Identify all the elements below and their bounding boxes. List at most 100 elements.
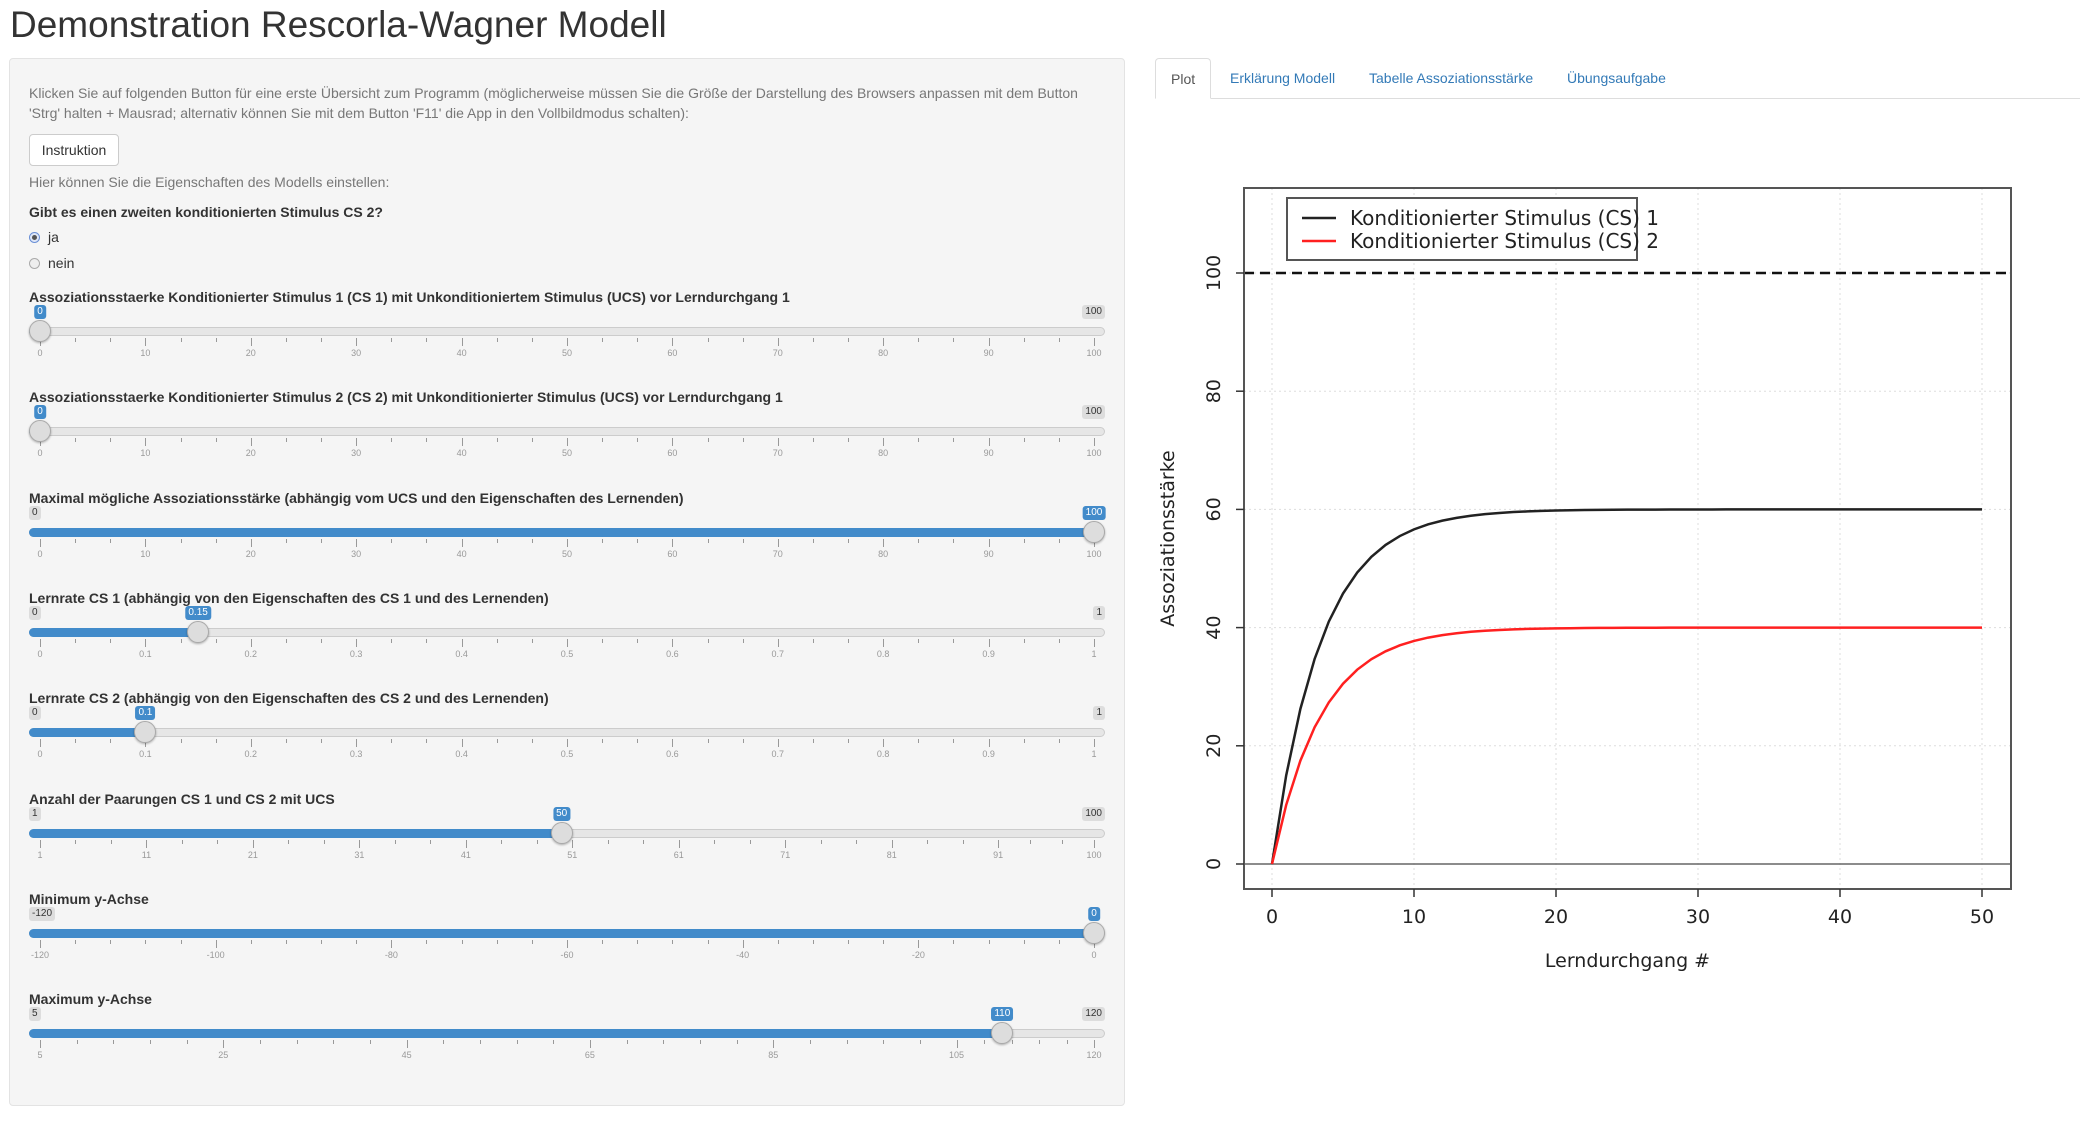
slider-min-label: -120	[29, 906, 56, 921]
slider-minor-tick	[110, 438, 112, 443]
radio-unchecked-icon[interactable]	[29, 257, 40, 269]
slider-minor-tick	[443, 1040, 445, 1045]
slider-tick-label: 0	[37, 749, 43, 760]
slider[interactable]: Anzahl der Paarungen CS 1 und CS 2 mit U…	[29, 791, 1105, 881]
slider-minor-tick	[927, 839, 929, 844]
slider-minor-tick	[75, 739, 77, 744]
slider-value-label: 0.1	[135, 706, 156, 721]
slider-tick	[40, 438, 41, 447]
slider-handle[interactable]	[991, 1022, 1014, 1045]
slider-tick	[461, 538, 463, 547]
slider-minor-tick	[321, 338, 323, 342]
slider-tick	[40, 638, 41, 647]
slider-minor-tick	[707, 939, 709, 944]
slider-tick-label: 80	[878, 348, 889, 358]
slider-minor-tick	[426, 538, 428, 543]
slider-tick	[145, 438, 147, 447]
slider-minor-tick	[742, 438, 744, 443]
slider-tick-label: 0	[1091, 949, 1097, 960]
radio-nein[interactable]: nein	[29, 255, 74, 271]
slider-minor-tick	[953, 338, 955, 342]
tab-plot[interactable]: Plot	[1155, 58, 1212, 99]
slider-minor-tick	[285, 739, 287, 744]
slider-minor-tick	[536, 839, 538, 844]
slider-tick-label: 0	[37, 548, 43, 559]
slider[interactable]: Assoziationsstaerke Konditionierter Stim…	[29, 389, 1105, 479]
slider[interactable]: Lernrate CS 2 (abhängig von den Eigensch…	[29, 690, 1105, 780]
slider-tick-label: -40	[736, 949, 750, 960]
slider-tick-label: -120	[30, 949, 50, 960]
slider-minor-tick	[531, 438, 533, 443]
slider-minor-tick	[820, 839, 822, 844]
slider-tick-label: 91	[993, 849, 1004, 860]
slider-tick-label: 100	[1086, 348, 1102, 358]
slider-minor-tick	[391, 739, 393, 744]
slider-minor-tick	[699, 1040, 701, 1045]
tab-tabelle-assoziationsstaerke[interactable]: Tabelle Assoziationsstärke	[1369, 70, 1534, 86]
slider-handle[interactable]	[29, 420, 51, 443]
slider-minor-tick	[215, 338, 217, 342]
slider-tick-label: 0.3	[349, 749, 363, 760]
slider-track[interactable]	[29, 427, 1105, 437]
association-plot: 0 10 20 30 40 50 0 20 40 60 80 100 Lerndurchgang # As…	[1157, 187, 2012, 972]
slider-tick-label: 10	[140, 548, 151, 559]
slider-handle[interactable]	[1083, 921, 1105, 944]
slider[interactable]: Minimum y-Achse -120 -100 -80 -60 -40 -20 0 -120…	[29, 891, 1105, 981]
slider-minor-tick	[1023, 638, 1025, 643]
slider-tick	[988, 538, 990, 547]
slider-tick	[461, 438, 463, 447]
slider-minor-tick	[285, 638, 287, 643]
slider-handle[interactable]	[550, 821, 573, 844]
slider-tick	[883, 438, 885, 447]
slider-minor-tick	[602, 638, 604, 643]
slider-minor-tick	[812, 538, 814, 543]
slider[interactable]: Maximum y-Achse 5 25 45 65 85 105 120 5 120 110	[29, 991, 1105, 1081]
slider-minor-tick	[180, 638, 182, 643]
slider-minor-tick	[501, 839, 503, 844]
slider-tick	[883, 739, 885, 748]
slider-minor-tick	[186, 1040, 188, 1045]
slider-minor-tick	[848, 638, 850, 643]
slider-minor-tick	[110, 638, 112, 643]
slider-minor-tick	[714, 839, 716, 844]
slider-minor-tick	[553, 1040, 555, 1045]
slider-tick	[672, 638, 674, 647]
slider-minor-tick	[672, 939, 674, 944]
slider-track[interactable]	[29, 327, 1105, 336]
tab-uebungsaufgabe[interactable]: Übungsaufgabe	[1567, 70, 1666, 86]
instruction-button[interactable]: Instruktion	[29, 134, 119, 166]
slider-minor-tick	[846, 1040, 848, 1045]
radio-ja[interactable]: ja	[29, 229, 59, 245]
slider-minor-tick	[180, 939, 182, 944]
legend-box	[1286, 197, 1638, 261]
slider-minor-tick	[285, 338, 287, 342]
tab-erklaerung-modell[interactable]: Erklärung Modell	[1230, 70, 1336, 86]
slider-handle[interactable]	[187, 620, 210, 643]
slider-handle[interactable]	[134, 721, 157, 744]
radio-checked-icon[interactable]	[29, 231, 40, 243]
slider-minor-tick	[426, 338, 428, 342]
slider-minor-tick	[149, 1040, 151, 1045]
slider-track[interactable]	[29, 728, 1105, 738]
slider[interactable]: Maximal mögliche Assoziationsstärke (abh…	[29, 490, 1106, 580]
slider-min-label: 1	[29, 806, 41, 821]
slider-minor-tick	[637, 538, 639, 543]
radio-label: nein	[48, 255, 75, 271]
slider-minor-tick	[988, 939, 990, 944]
slider-minor-tick	[742, 538, 744, 543]
slider-tick	[1094, 1040, 1095, 1049]
slider[interactable]: Assoziationsstaerke Konditionierter Stim…	[29, 289, 1105, 379]
slider-minor-tick	[321, 638, 323, 643]
slider-handle[interactable]	[29, 320, 51, 342]
slider-handle[interactable]	[1083, 520, 1105, 543]
slider-minor-tick	[217, 839, 219, 844]
slider-tick-label: -60	[560, 949, 574, 960]
slider[interactable]: Lernrate CS 1 (abhängig von den Eigensch…	[29, 590, 1105, 680]
slider-tick-label: 21	[247, 849, 258, 860]
slider-tick-label: 40	[456, 448, 467, 459]
slider-minor-tick	[1030, 839, 1032, 844]
slider-minor-tick	[215, 739, 217, 744]
slider-tick-label: 70	[772, 548, 783, 559]
slider-minor-tick	[848, 939, 850, 944]
slider-tick-label: 20	[245, 548, 256, 559]
